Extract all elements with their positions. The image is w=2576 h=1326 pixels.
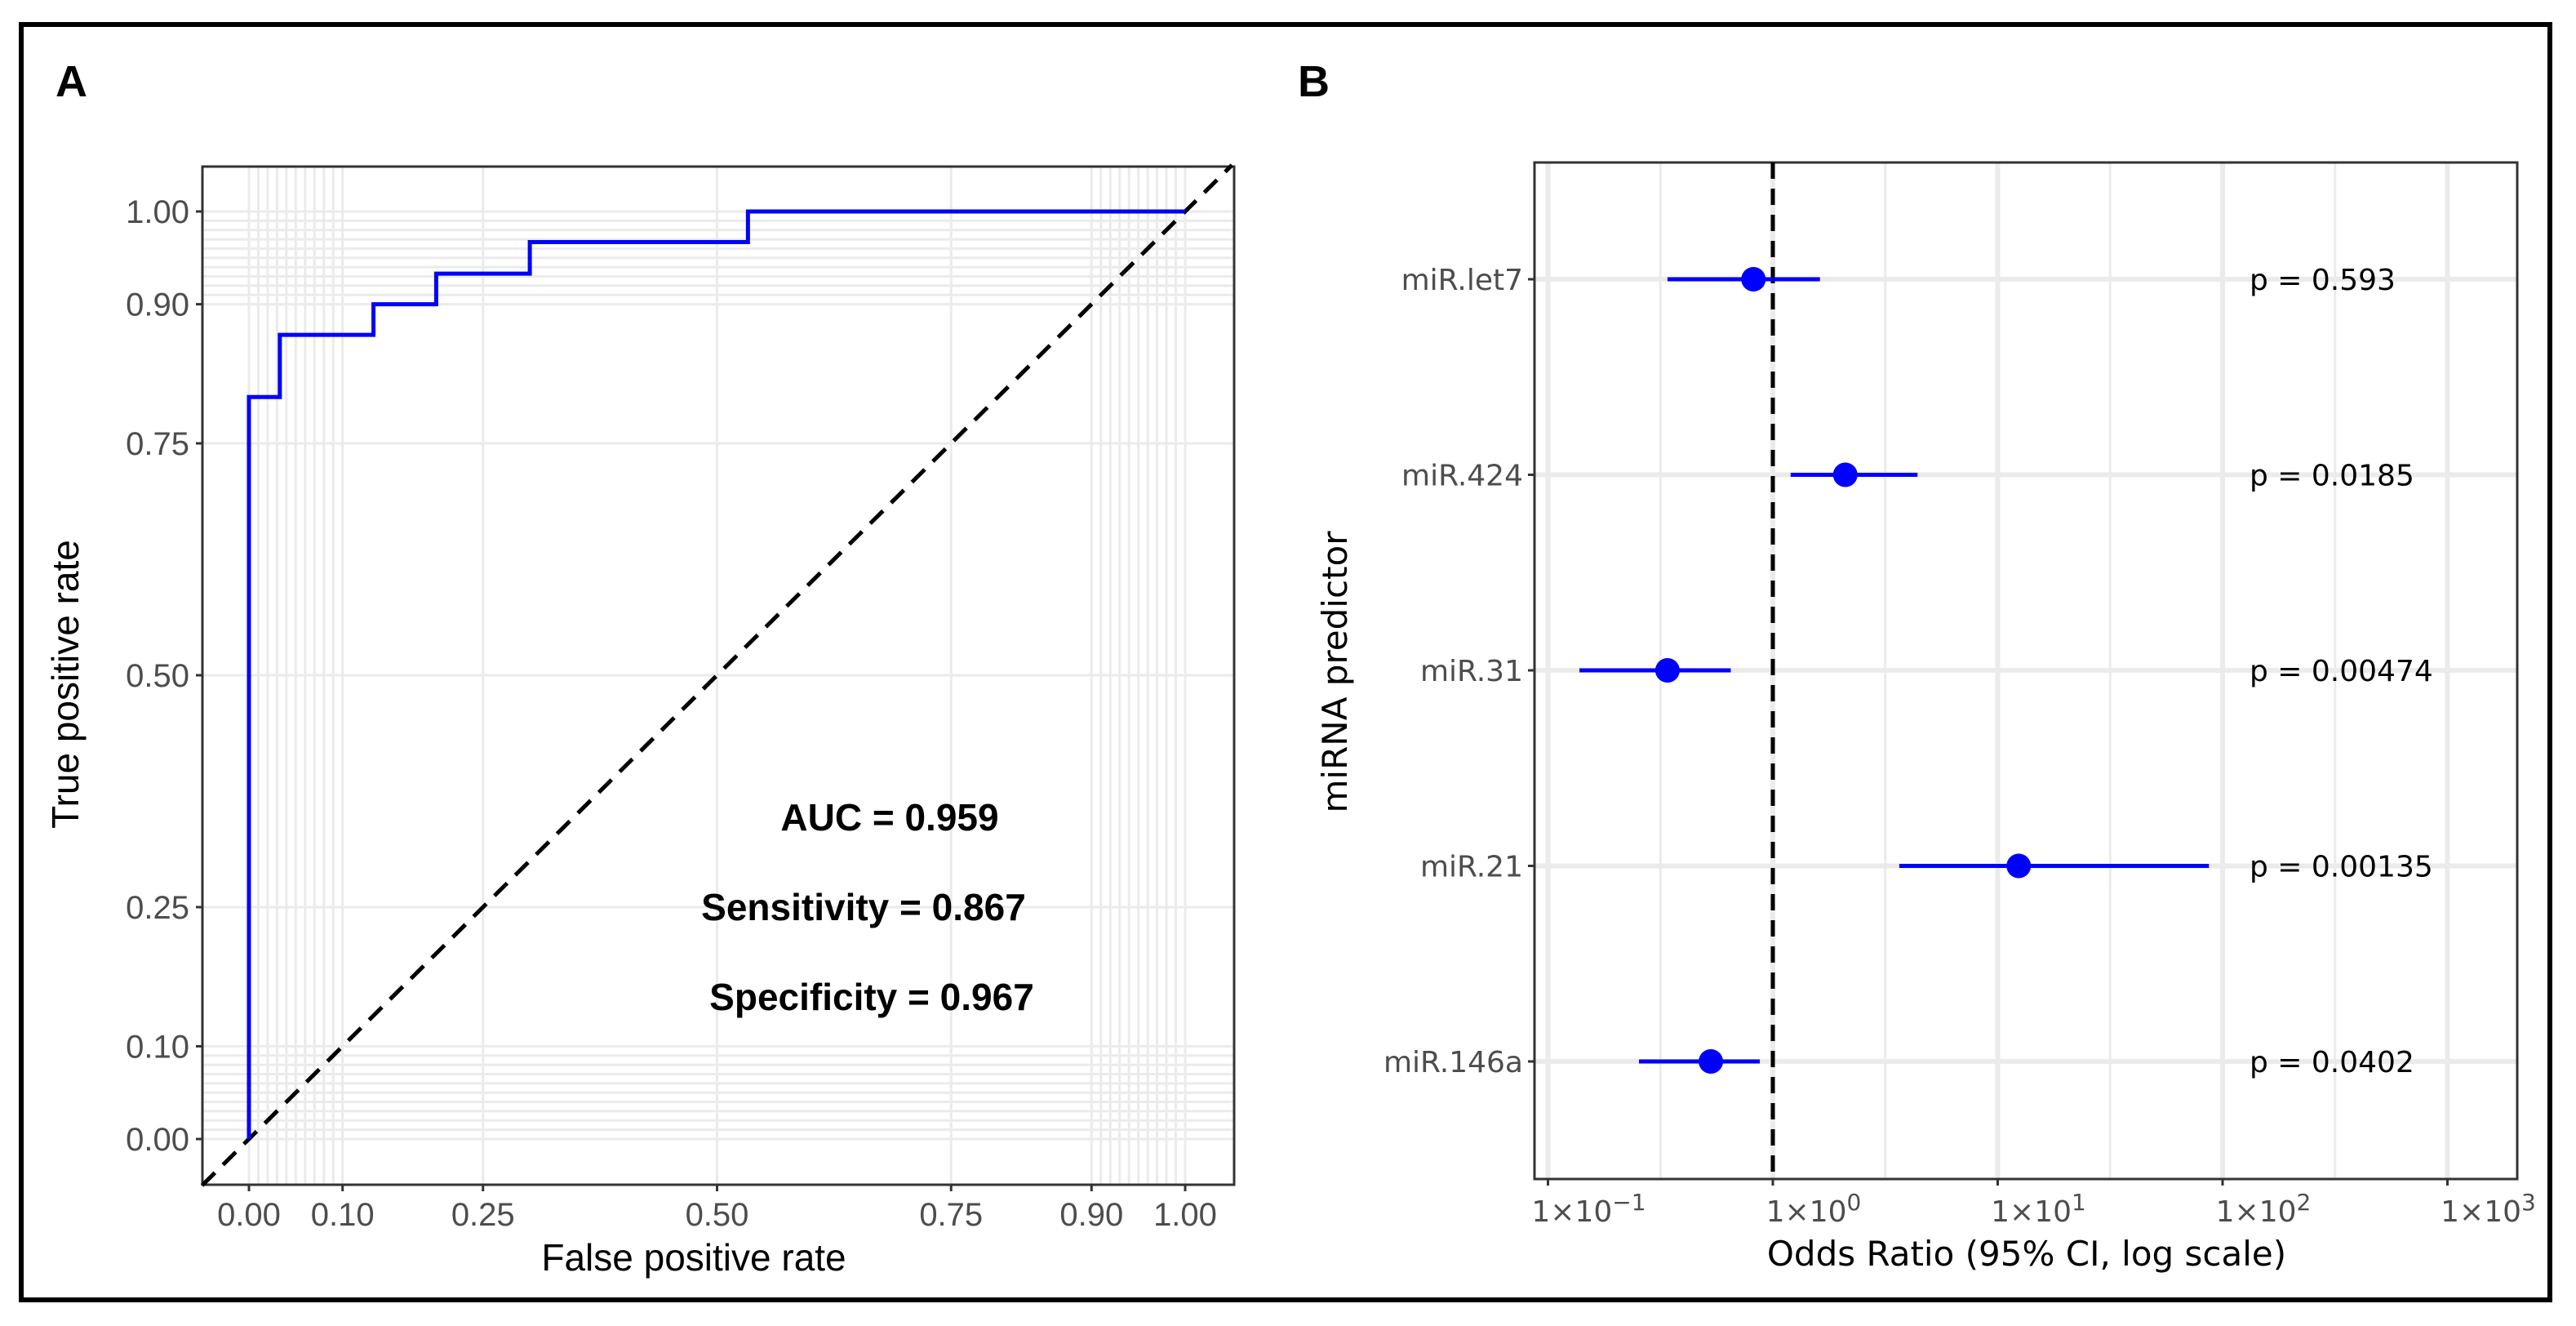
x-axis-title: Odds Ratio (95% CI, log scale): [1767, 1234, 2286, 1274]
x-tick-label: 1×103: [2441, 1189, 2536, 1229]
x-tick-base: 1×10: [1991, 1195, 2072, 1229]
x-tick-exponent: 3: [2521, 1189, 2536, 1216]
reference-diagonal: [200, 163, 1234, 1187]
x-tick-label: 1×101: [1991, 1189, 2086, 1229]
y-tick-label: 0.10: [126, 1029, 189, 1065]
x-tick-base: 1×10: [1766, 1195, 1847, 1229]
x-tick-label: 1×10−1: [1531, 1189, 1646, 1229]
annotation-auc: AUC = 0.959: [780, 796, 998, 839]
x-tick-exponent: −1: [1612, 1189, 1646, 1216]
p-value-label: p = 0.593: [2250, 264, 2396, 297]
x-tick-base: 1×10: [2216, 1195, 2297, 1229]
y-tick-label: 0.90: [126, 287, 189, 323]
p-value-label: p = 0.0185: [2250, 460, 2414, 493]
x-tick-exponent: 1: [2072, 1189, 2086, 1216]
odds-ratio-point-miR.31: [1654, 658, 1680, 683]
x-tick-label: 0.50: [686, 1197, 749, 1233]
x-tick-label: 0.00: [217, 1197, 281, 1233]
annotation-specificity: Specificity = 0.967: [709, 976, 1034, 1018]
y-tick-label: 0.75: [126, 426, 189, 462]
category-label: miR.let7: [1401, 264, 1523, 297]
p-value-label: p = 0.0402: [2250, 1046, 2414, 1079]
x-tick-label: 0.25: [451, 1197, 515, 1233]
p-value-label: p = 0.00474: [2250, 655, 2433, 688]
y-axis-title: miRNA predictor: [1315, 531, 1355, 813]
odds-ratio-point-miR.let7: [1741, 267, 1766, 291]
category-label: miR.31: [1420, 655, 1523, 688]
x-tick-exponent: 0: [1847, 1189, 1862, 1216]
annotation-sensitivity: Sensitivity = 0.867: [701, 886, 1026, 928]
category-label: miR.424: [1401, 460, 1523, 493]
x-tick-label: 0.10: [311, 1197, 375, 1233]
panel-label-a: A: [56, 57, 87, 106]
x-tick-base: 1×10: [1531, 1195, 1612, 1229]
x-axis-title: False positive rate: [541, 1236, 846, 1279]
p-value-label: p = 0.00135: [2250, 851, 2433, 884]
category-label: miR.146a: [1383, 1046, 1523, 1079]
x-tick-label: 0.90: [1059, 1197, 1123, 1233]
roc-chart: 0.00 0.10 0.25 0.50 0.75 0.90 1.00 0.00 0.10 0.25…: [44, 163, 1236, 1279]
y-tick-label: 0.50: [126, 658, 189, 694]
category-label: miR.21: [1420, 851, 1523, 884]
odds-ratio-point-miR.21: [2006, 853, 2032, 879]
y-tick-label: 0.25: [126, 890, 189, 926]
x-tick-label: 1×100: [1766, 1189, 1862, 1229]
x-tick-label: 1×102: [2216, 1189, 2312, 1229]
odds-ratio-point-miR.146a: [1699, 1049, 1724, 1074]
y-tick-label: 1.00: [126, 194, 189, 230]
y-tick-label: 0.00: [126, 1122, 189, 1158]
x-tick-label: 0.75: [919, 1197, 983, 1233]
panel-label-b: B: [1298, 57, 1330, 106]
x-tick-label: 1.00: [1153, 1197, 1217, 1233]
odds-ratio-point-miR.424: [1832, 462, 1858, 487]
x-tick-base: 1×10: [2441, 1195, 2521, 1229]
y-axis-title: True positive rate: [44, 540, 87, 829]
forest-plot: miR.let7 p = 0.593 miR.424 p = 0.0185 miR.31…: [1315, 161, 2536, 1274]
roc-curve: [246, 209, 1185, 1139]
x-tick-exponent: 2: [2297, 1189, 2312, 1216]
